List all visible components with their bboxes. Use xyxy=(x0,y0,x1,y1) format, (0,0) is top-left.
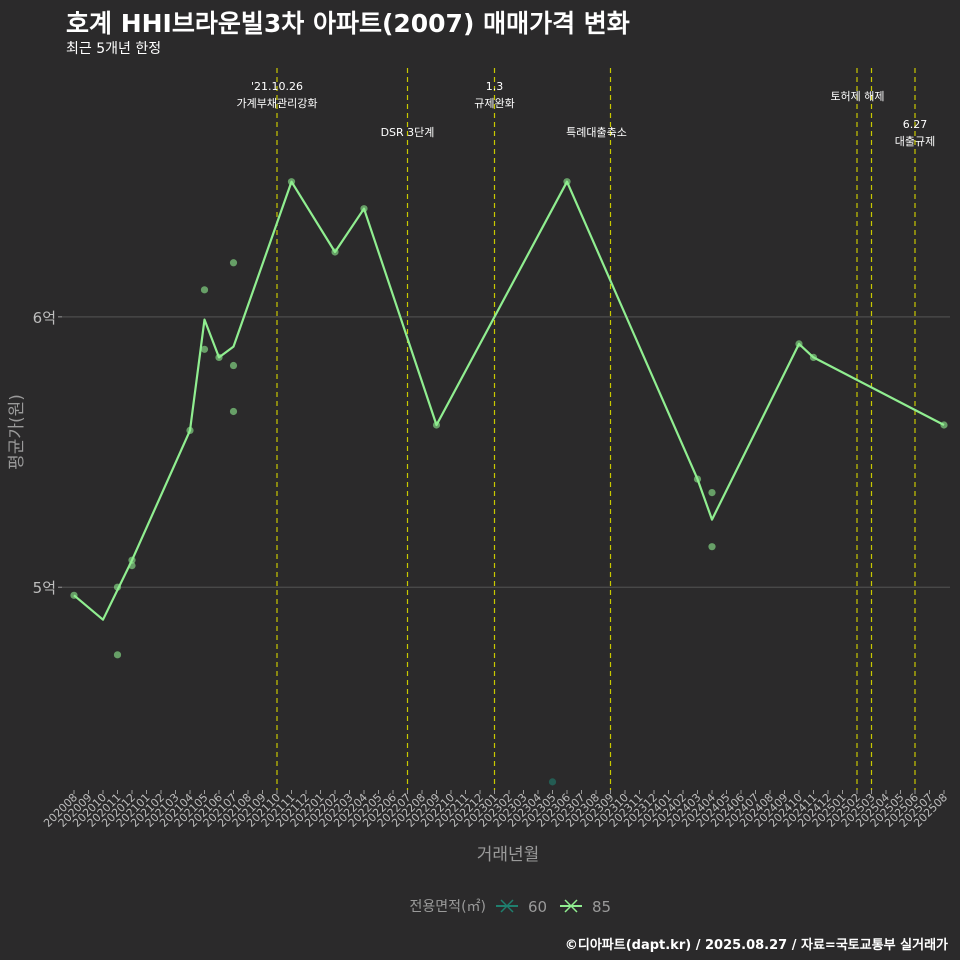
data-point-85 xyxy=(186,426,194,435)
x-axis-label: 거래년월 xyxy=(477,845,540,865)
event-label: 특례대출축소 xyxy=(566,126,627,139)
chart-title: 호계 HHI브라운빌3차 아파트(2007) 매매가격 변화 xyxy=(66,9,630,38)
legend-entry-label: 85 xyxy=(592,898,611,916)
y-axis-label: 평균가(원) xyxy=(7,394,27,470)
data-point-85 xyxy=(809,353,818,362)
data-point-85 xyxy=(693,475,702,483)
legend-title: 전용면적(㎡) xyxy=(410,899,486,915)
x-tick-labels: 2020082020092020102020112020122021012021… xyxy=(41,790,950,830)
data-point-85 xyxy=(795,340,803,348)
event-label: 대출규제 xyxy=(895,135,935,148)
data-point-85 xyxy=(128,561,136,570)
legend-key-cross xyxy=(500,899,514,913)
legend-entry-label: 60 xyxy=(528,898,547,916)
legend: 전용면적(㎡) 60 85 xyxy=(410,898,612,916)
event-label: 6.27 xyxy=(903,118,928,131)
grid-layer xyxy=(58,316,950,588)
y-tick-label: 5억 xyxy=(33,579,56,597)
chart-subtitle: 최근 5개년 한정 xyxy=(66,41,162,57)
data-point-85 xyxy=(229,361,238,370)
data-point-85 xyxy=(229,407,238,416)
data-point-85 xyxy=(113,583,122,591)
data-point-85 xyxy=(331,248,339,256)
event-label: 규제완화 xyxy=(474,97,514,110)
data-point-85 xyxy=(229,259,238,267)
y-tick-labels: 5억 6억 xyxy=(33,309,56,597)
source-caption: ©디아파트(dapt.kr) / 2025.08.27 / 자료=국토교통부 실… xyxy=(564,938,948,953)
data-point-85 xyxy=(360,205,368,213)
legend-key-cross xyxy=(564,899,578,913)
data-point-85 xyxy=(287,178,296,186)
event-label: 가계부채관리강화 xyxy=(237,97,318,110)
data-point-85 xyxy=(200,345,209,353)
series-line-85 xyxy=(73,180,945,621)
data-point-85 xyxy=(200,286,209,294)
data-point-85 xyxy=(432,421,441,429)
data-point-85 xyxy=(128,556,136,564)
event-label: 1.3 xyxy=(486,80,504,93)
series-layer xyxy=(70,178,948,786)
event-label: 토허제 해제 xyxy=(830,89,884,103)
data-point-85 xyxy=(113,651,122,659)
data-point-85 xyxy=(708,543,716,551)
data-point-85 xyxy=(563,178,571,186)
data-point-60 xyxy=(548,778,557,786)
y-tick-label: 6억 xyxy=(33,309,56,327)
event-label: '21.10.26 xyxy=(251,80,303,93)
data-point-85 xyxy=(215,353,223,362)
data-point-85 xyxy=(70,591,78,599)
event-label: DSR 3단계 xyxy=(381,126,435,139)
data-point-85 xyxy=(708,488,716,497)
data-point-85 xyxy=(940,421,948,429)
